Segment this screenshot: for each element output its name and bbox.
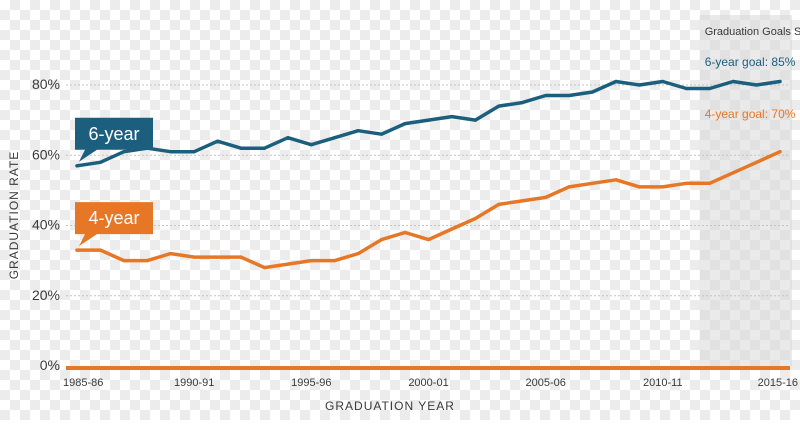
x-tick-label: 1995-96 <box>291 377 331 389</box>
data-point <box>192 255 196 259</box>
goal-period-shade <box>699 15 792 366</box>
data-point <box>731 79 735 84</box>
data-point <box>286 136 290 140</box>
data-point <box>637 83 642 87</box>
y-tick-label: 40% <box>32 217 60 233</box>
data-point <box>380 237 384 242</box>
y-tick-label: 20% <box>32 287 60 303</box>
data-point <box>122 259 126 263</box>
data-point <box>450 115 454 119</box>
data-point <box>520 100 524 105</box>
data-point <box>544 93 548 98</box>
data-point <box>520 199 524 203</box>
y-axis-ticks: 0% 20% 40% 60% 80% <box>32 76 60 373</box>
data-point <box>450 227 454 231</box>
data-point <box>567 93 571 98</box>
four-year-callout-label: 4-year <box>88 208 139 228</box>
data-point <box>708 181 712 185</box>
six-year-callout-label: 6-year <box>88 124 139 144</box>
four-year-callout: 4-year <box>75 202 153 247</box>
goals-set-title: Graduation Goals Set <box>705 26 800 38</box>
x-tick-label: 2015-16 <box>758 377 798 389</box>
x-tick-label: 2010-11 <box>643 377 683 389</box>
y-tick-label: 0% <box>40 357 60 373</box>
data-point <box>614 79 618 84</box>
x-tick-label: 2000-01 <box>408 377 448 389</box>
data-point <box>75 248 79 252</box>
data-point <box>216 139 220 143</box>
six-year-goal-label: 6-year goal: 85% <box>705 55 796 69</box>
data-point <box>356 252 360 256</box>
data-point <box>426 237 431 242</box>
data-point <box>333 136 337 140</box>
y-tick-label: 60% <box>32 146 60 162</box>
data-point <box>216 255 220 259</box>
six-year-callout-shape <box>75 117 153 162</box>
x-tick-label: 2005-06 <box>525 377 565 389</box>
data-point <box>661 79 665 84</box>
data-point <box>684 181 688 185</box>
data-point <box>309 259 313 263</box>
y-tick-label: 80% <box>32 76 60 92</box>
four-year-callout-shape <box>75 202 153 247</box>
data-point <box>590 90 595 94</box>
grid-layer <box>66 84 790 370</box>
data-point <box>192 150 196 154</box>
data-point <box>403 122 407 126</box>
data-point <box>708 86 712 91</box>
data-point <box>98 248 103 252</box>
data-point <box>75 164 79 168</box>
data-point <box>426 118 431 122</box>
y-axis-title: GRADUATION RATE <box>7 151 21 280</box>
four-year-goal-label: 4-year goal: 70% <box>705 107 796 121</box>
data-point <box>544 195 548 199</box>
data-point <box>497 202 501 207</box>
data-point <box>169 150 173 154</box>
data-point <box>262 146 267 150</box>
data-point <box>333 259 337 263</box>
series-line-4-year <box>75 149 782 270</box>
data-point <box>778 150 782 154</box>
x-tick-label: 1990-91 <box>174 377 214 389</box>
data-point <box>239 146 243 150</box>
data-point <box>286 262 290 266</box>
data-point <box>731 171 735 175</box>
data-point <box>661 185 665 189</box>
data-point <box>309 143 313 147</box>
data-point <box>473 118 477 122</box>
data-point <box>754 83 759 87</box>
data-point <box>239 255 243 259</box>
data-point <box>567 185 571 189</box>
data-point <box>98 160 103 164</box>
data-point <box>473 216 477 221</box>
series-line-6-year <box>75 79 782 168</box>
data-point <box>614 178 618 182</box>
data-point <box>778 79 782 84</box>
x-axis-ticks: 1985-86 1990-91 1995-96 2000-01 2005-06 2010-… <box>63 377 798 389</box>
data-point <box>497 104 501 108</box>
data-point <box>262 266 267 270</box>
six-year-callout: 6-year <box>75 117 153 162</box>
data-point <box>356 129 360 133</box>
data-point <box>122 150 126 154</box>
data-point <box>637 185 642 189</box>
data-point <box>380 132 384 136</box>
data-point <box>169 252 173 256</box>
data-point <box>145 259 149 263</box>
x-axis-title: GRADUATION YEAR <box>325 399 455 413</box>
x-tick-label: 1985-86 <box>63 377 103 389</box>
data-point <box>590 181 595 185</box>
data-point <box>754 160 759 164</box>
data-point <box>684 86 688 91</box>
data-point <box>403 230 407 235</box>
series-layer <box>75 79 782 270</box>
